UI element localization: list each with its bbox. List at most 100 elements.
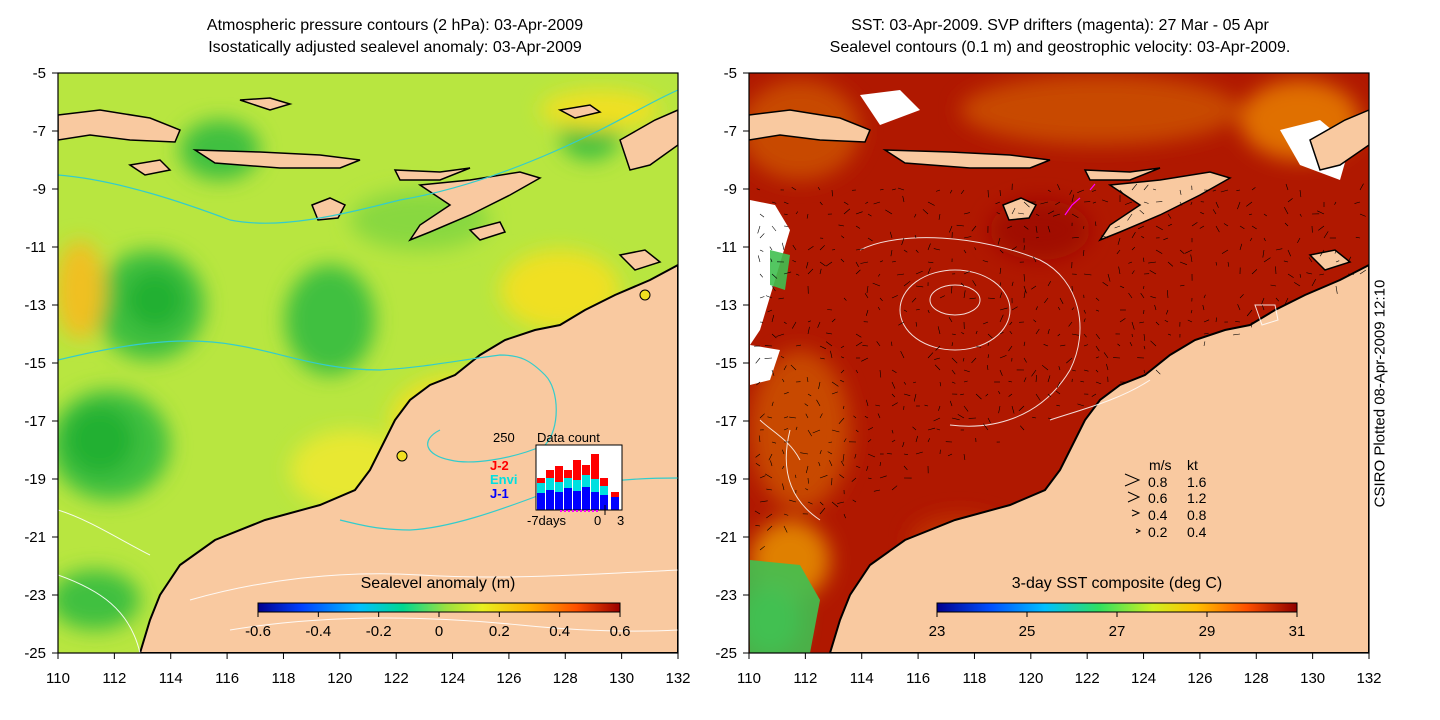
colorbar-tick-label: 29 — [1199, 623, 1216, 640]
velocity-vector — [891, 429, 894, 434]
velocity-vector — [1284, 297, 1289, 306]
velocity-vector — [840, 369, 845, 374]
velocity-vector — [1163, 237, 1169, 241]
velocity-vector — [855, 225, 861, 229]
velocity-vector — [1233, 333, 1241, 336]
velocity-vector — [771, 333, 777, 339]
velocity-vector — [982, 260, 989, 263]
velocity-vector — [867, 439, 872, 443]
x-tick-label: 130 — [609, 670, 634, 687]
velocity-vector — [960, 393, 965, 396]
velocity-vector — [1069, 189, 1073, 195]
velocity-vector — [912, 426, 917, 431]
velocity-vector — [1200, 212, 1205, 215]
velocity-vector — [771, 273, 778, 279]
velocity-vector — [924, 404, 929, 407]
velocity-vector — [1215, 201, 1219, 208]
velocity-vector — [891, 402, 898, 407]
velocity-vector — [951, 381, 956, 384]
velocity-vector — [1149, 270, 1157, 275]
velocity-vector — [1041, 364, 1049, 371]
velocity-vector — [999, 314, 1004, 323]
velocity-vector — [963, 271, 970, 275]
velocity-vector — [951, 357, 958, 364]
velocity-vector — [1143, 369, 1145, 374]
velocity-vector — [792, 260, 797, 263]
velocity-vector — [1077, 403, 1085, 407]
velocity-vector — [1155, 321, 1160, 326]
velocity-vector — [831, 477, 833, 486]
y-tick-label: -13 — [715, 297, 737, 314]
velocity-vector — [987, 297, 995, 299]
velocity-vector — [1047, 375, 1051, 383]
velocity-vector — [1059, 344, 1066, 347]
velocity-vector — [902, 441, 905, 448]
velocity-vector — [1143, 201, 1149, 204]
velocity-vector — [804, 403, 809, 407]
y-tick-label: -25 — [24, 645, 46, 662]
x-tick-label: 122 — [384, 670, 409, 687]
inset-legend-envi: Envi — [490, 472, 517, 487]
x-tick-label: 110 — [46, 670, 70, 687]
velocity-vector — [1011, 306, 1018, 311]
velocity-vector — [771, 314, 775, 323]
velocity-vector — [1203, 332, 1209, 335]
velocity-vector — [819, 357, 825, 360]
velocity-vector — [807, 320, 811, 323]
velocity-vector — [783, 428, 789, 431]
velocity-vector — [1237, 201, 1241, 210]
velocity-vector — [771, 401, 774, 407]
velocity-vector — [998, 405, 1001, 414]
velocity-vector — [999, 369, 1003, 376]
velocity-vector — [1179, 189, 1182, 195]
velocity-vector — [1119, 318, 1126, 323]
velocity-vector — [1246, 201, 1253, 207]
velocity-vector — [903, 393, 911, 396]
velocity-vector — [819, 261, 826, 267]
velocity-vector — [957, 414, 965, 419]
velocity-vector — [999, 355, 1007, 359]
velocity-vector — [1058, 366, 1061, 371]
x-tick-label: 122 — [1075, 670, 1100, 687]
velocity-vector — [951, 369, 956, 375]
inset-title: Data count — [537, 430, 600, 445]
velocity-vector — [961, 332, 965, 335]
velocity-vector — [1057, 306, 1061, 311]
velocity-vector — [1011, 405, 1015, 414]
inset-ymax-label: 250 — [493, 430, 515, 445]
colorbar-tick-label: 31 — [1289, 623, 1306, 640]
velocity-vector — [913, 393, 917, 402]
velocity-vector — [1035, 328, 1040, 335]
velocity-vector — [852, 499, 857, 503]
velocity-vector — [911, 297, 917, 303]
velocity-vector — [1359, 183, 1364, 191]
velocity-vector — [1251, 321, 1253, 328]
velocity-vector — [999, 331, 1004, 335]
velocity-vector — [915, 321, 917, 327]
velocity-vector — [1212, 209, 1217, 215]
velocity-vector — [759, 233, 765, 239]
velocity-vector — [1155, 249, 1163, 254]
velocity-vector — [902, 195, 905, 203]
velocity-vector — [903, 453, 908, 455]
velocity-vector — [1131, 321, 1135, 330]
x-tick-label: 110 — [737, 670, 761, 687]
velocity-vector — [914, 235, 917, 239]
velocity-row-ms: 0.2 — [1148, 524, 1168, 540]
velocity-vector — [951, 333, 956, 335]
velocity-vector — [1354, 201, 1361, 204]
velocity-vector — [807, 246, 814, 251]
velocity-vector — [817, 321, 821, 328]
velocity-vector — [1283, 260, 1289, 263]
velocity-vector — [759, 249, 764, 252]
velocity-vector — [996, 212, 1001, 215]
y-tick-label: -19 — [24, 471, 46, 488]
velocity-vector — [1008, 345, 1013, 352]
velocity-vector — [922, 209, 929, 215]
velocity-vector — [939, 381, 942, 387]
velocity-row-kt: 0.8 — [1187, 507, 1207, 523]
colorbar-tick-label: 0.2 — [489, 623, 510, 640]
velocity-vector — [1249, 213, 1253, 216]
velocity-vector — [872, 282, 881, 287]
velocity-vector — [1235, 321, 1241, 323]
